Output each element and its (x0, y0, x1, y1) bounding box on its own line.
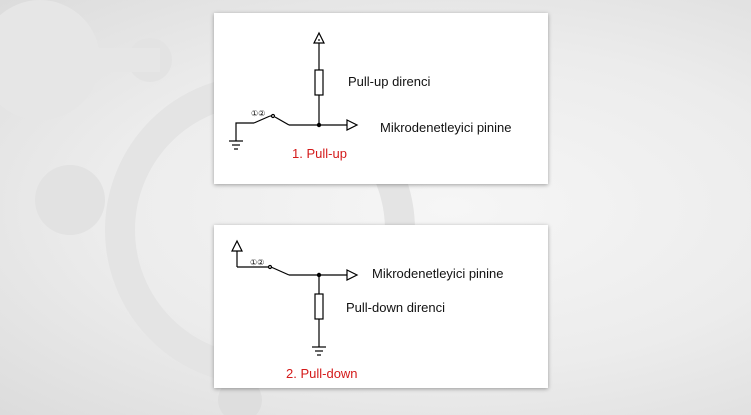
junction-dot (316, 272, 322, 278)
pull-down-resistor (314, 293, 324, 320)
pull-down-caption: 2. Pull-down (286, 366, 358, 381)
pull-up-caption: 1. Pull-up (292, 146, 347, 161)
switch-mark: ①② (251, 109, 266, 118)
output-label: Mikrodenetleyici pinine (372, 266, 504, 281)
switch-lever (270, 266, 290, 276)
switch-mark: ①② (250, 258, 265, 267)
output-arrow (346, 269, 359, 281)
output-label: Mikrodenetleyici pinine (380, 120, 512, 135)
pull-up-resistor (314, 69, 324, 96)
vcc-symbol (231, 239, 243, 252)
pull-down-diagram-panel: ①② Mikrodenetleyici pinine Pull-down dir… (214, 225, 548, 388)
pull-up-diagram-panel: ①② Pull-up direnci Mikrodenetleyici pini… (214, 13, 548, 184)
switch-lever (274, 116, 290, 126)
pull-down-resistor-label: Pull-down direnci (346, 300, 445, 315)
pull-up-resistor-label: Pull-up direnci (348, 74, 431, 89)
junction-dot (316, 122, 322, 128)
pull-up-schematic (229, 31, 359, 150)
vcc-symbol (313, 31, 325, 44)
pull-down-schematic (231, 239, 359, 356)
output-arrow (346, 119, 359, 131)
